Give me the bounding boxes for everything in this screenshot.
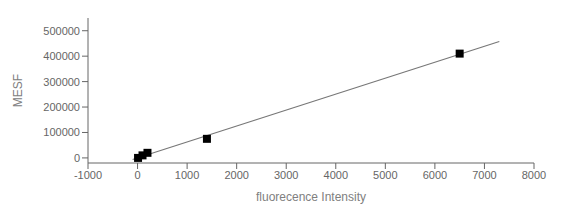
svg-text:0: 0 xyxy=(134,169,140,181)
svg-text:0: 0 xyxy=(74,152,80,164)
svg-text:7000: 7000 xyxy=(472,169,496,181)
svg-text:2000: 2000 xyxy=(224,169,248,181)
svg-text:200000: 200000 xyxy=(43,101,80,113)
svg-text:100000: 100000 xyxy=(43,126,80,138)
svg-text:5000: 5000 xyxy=(373,169,397,181)
svg-text:400000: 400000 xyxy=(43,50,80,62)
svg-text:-1000: -1000 xyxy=(74,169,102,181)
svg-text:500000: 500000 xyxy=(43,25,80,37)
svg-text:1000: 1000 xyxy=(175,169,199,181)
svg-text:fluorecence Intensity: fluorecence Intensity xyxy=(256,190,366,204)
svg-text:300000: 300000 xyxy=(43,76,80,88)
svg-text:MESF: MESF xyxy=(11,74,25,107)
svg-text:6000: 6000 xyxy=(423,169,447,181)
svg-text:3000: 3000 xyxy=(274,169,298,181)
svg-text:4000: 4000 xyxy=(324,169,348,181)
svg-text:8000: 8000 xyxy=(522,169,546,181)
